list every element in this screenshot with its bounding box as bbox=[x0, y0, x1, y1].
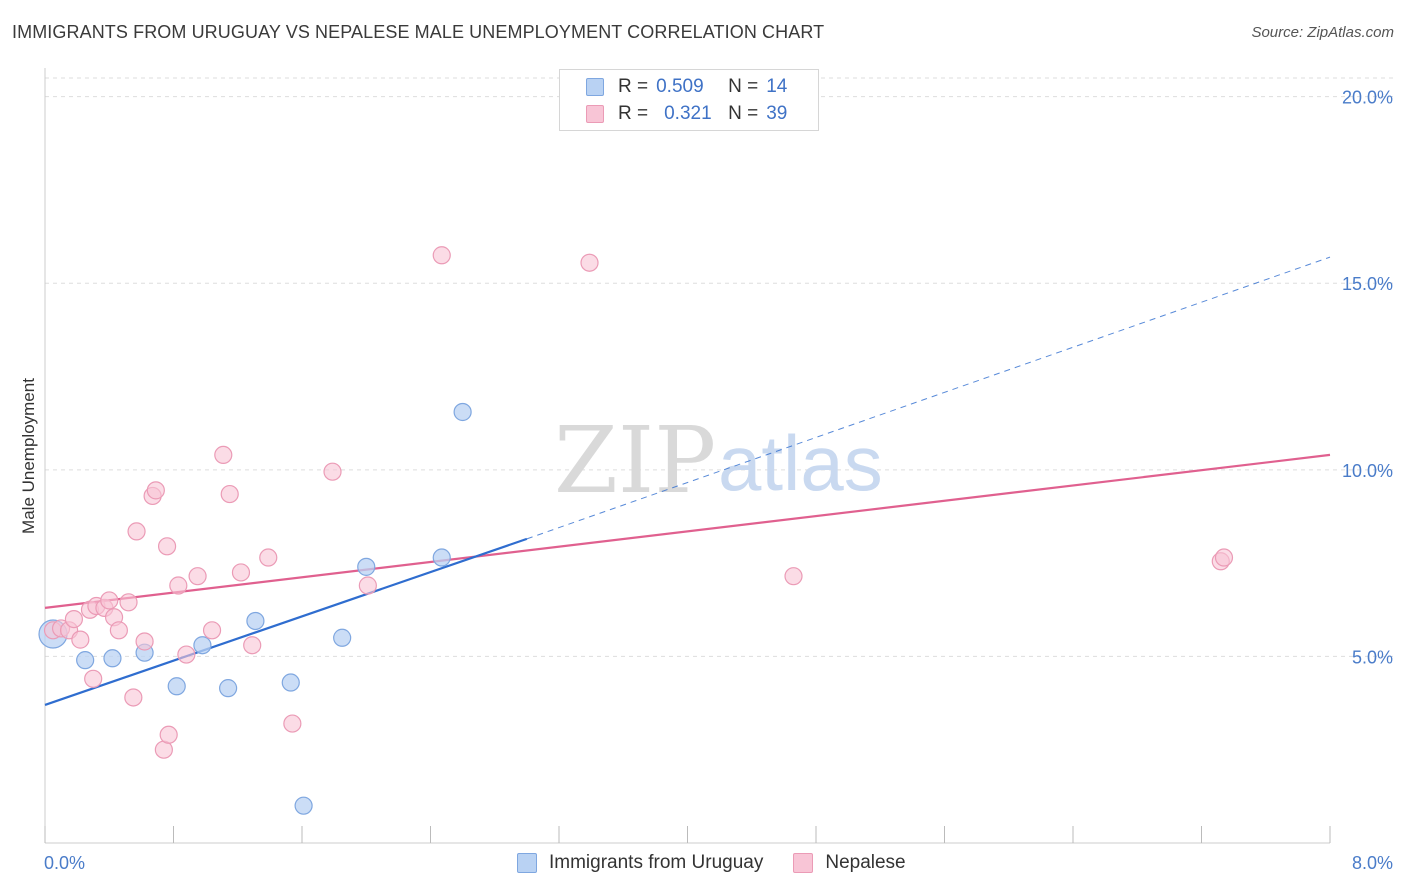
point-uruguay bbox=[333, 628, 352, 647]
legend-n-label: N = bbox=[728, 76, 759, 97]
point-nepalese bbox=[202, 621, 222, 640]
legend-r-label: R = bbox=[618, 76, 649, 97]
point-nepalese bbox=[432, 246, 451, 265]
point-nepalese bbox=[146, 481, 165, 500]
x-tick-labels: 0.0% 8.0% bbox=[44, 853, 1393, 873]
point-nepalese bbox=[109, 621, 128, 640]
watermark-atlas: atlas bbox=[718, 419, 883, 507]
point-nepalese bbox=[784, 567, 803, 586]
x-tick-label: 8.0% bbox=[1352, 853, 1393, 873]
legend-label-nepalese: Nepalese bbox=[825, 852, 906, 873]
point-uruguay bbox=[357, 557, 376, 576]
watermark-zip: ZIP bbox=[554, 407, 716, 514]
point-nepalese bbox=[64, 609, 84, 629]
point-nepalese bbox=[100, 591, 119, 610]
point-nepalese bbox=[157, 537, 177, 556]
chart-source: Source: ZipAtlas.com bbox=[1251, 24, 1394, 41]
series-legend: Immigrants from Uruguay Nepalese bbox=[517, 852, 936, 874]
legend-label-uruguay: Immigrants from Uruguay bbox=[549, 852, 764, 873]
point-nepalese bbox=[135, 632, 154, 651]
legend-r-value: 0.321 bbox=[664, 103, 712, 124]
point-nepalese bbox=[580, 253, 599, 272]
correlation-legend: R = 0.509 N = 14 R = 0.321 N = 39 bbox=[559, 69, 819, 131]
y-tick-label: 5.0% bbox=[1352, 647, 1393, 667]
legend-r-value: 0.509 bbox=[656, 76, 704, 97]
x-tick-label: 0.0% bbox=[44, 853, 85, 873]
data-points bbox=[38, 246, 1234, 815]
axes bbox=[44, 68, 1331, 844]
point-nepalese bbox=[188, 567, 207, 586]
point-nepalese bbox=[1214, 548, 1234, 567]
point-uruguay bbox=[281, 673, 300, 692]
trend-line-uruguay bbox=[44, 537, 528, 706]
point-nepalese bbox=[159, 725, 178, 744]
y-tick-label: 15.0% bbox=[1342, 274, 1393, 294]
point-uruguay bbox=[219, 679, 238, 698]
legend-swatch-nepalese bbox=[586, 105, 604, 123]
point-nepalese bbox=[259, 548, 278, 567]
legend-n-value: 39 bbox=[766, 103, 788, 124]
legend-n-label: N = bbox=[728, 103, 759, 124]
point-nepalese bbox=[231, 563, 251, 582]
point-nepalese bbox=[84, 669, 103, 688]
legend-r-label: R = bbox=[618, 103, 649, 124]
point-uruguay bbox=[193, 636, 212, 655]
y-tick-label: 10.0% bbox=[1342, 461, 1393, 481]
legend-swatch-uruguay bbox=[517, 853, 537, 873]
point-nepalese bbox=[323, 462, 342, 481]
point-nepalese bbox=[283, 714, 302, 733]
legend-n-value: 14 bbox=[766, 76, 788, 97]
y-axis-label: Male Unemployment bbox=[19, 378, 38, 534]
y-tick-labels: 5.0% 10.0% 15.0% 20.0% bbox=[1342, 88, 1393, 668]
point-uruguay bbox=[453, 402, 472, 422]
point-nepalese bbox=[71, 630, 90, 649]
point-uruguay bbox=[432, 548, 451, 567]
legend-row-uruguay: R = 0.509 N = 14 bbox=[586, 75, 787, 99]
legend-swatch-nepalese bbox=[793, 853, 814, 873]
point-nepalese bbox=[220, 484, 239, 504]
chart-title: IMMIGRANTS FROM URUGUAY VS NEPALESE MALE… bbox=[12, 22, 825, 42]
point-nepalese bbox=[177, 645, 196, 664]
legend-swatch-uruguay bbox=[586, 78, 604, 96]
point-nepalese bbox=[127, 522, 146, 541]
legend-item-uruguay: Immigrants from Uruguay bbox=[517, 852, 763, 874]
point-uruguay bbox=[103, 649, 122, 668]
point-nepalese bbox=[119, 593, 138, 612]
point-uruguay bbox=[246, 611, 265, 631]
point-uruguay bbox=[294, 796, 313, 815]
point-nepalese bbox=[243, 636, 262, 655]
point-uruguay bbox=[76, 651, 95, 670]
trend-lines bbox=[44, 256, 1331, 706]
trend-line-uruguay-extension bbox=[526, 256, 1331, 540]
y-tick-label: 20.0% bbox=[1342, 88, 1393, 108]
legend-item-nepalese: Nepalese bbox=[793, 852, 906, 874]
watermark: ZIP atlas bbox=[554, 407, 883, 514]
point-nepalese bbox=[214, 445, 233, 465]
point-uruguay bbox=[167, 677, 186, 696]
point-nepalese bbox=[169, 576, 188, 595]
point-nepalese bbox=[358, 576, 377, 595]
legend-row-nepalese: R = 0.321 N = 39 bbox=[586, 102, 787, 126]
trend-line-nepalese bbox=[44, 453, 1331, 609]
point-nepalese bbox=[124, 688, 143, 707]
